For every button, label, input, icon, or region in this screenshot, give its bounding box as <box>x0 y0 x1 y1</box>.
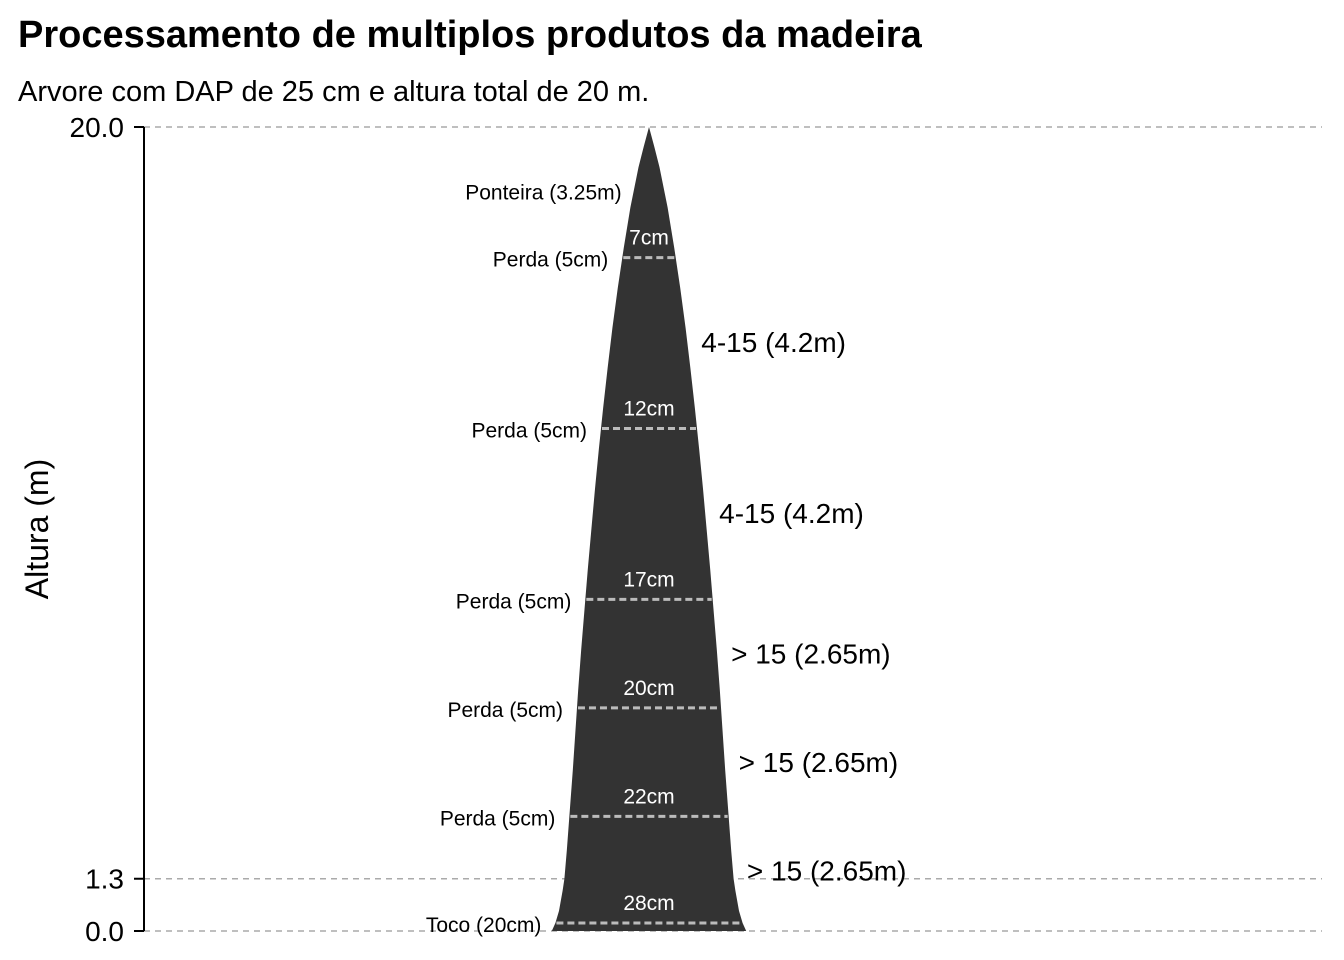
chart-subtitle: Arvore com DAP de 25 cm e altura total d… <box>18 76 650 108</box>
loss-label: Toco (20cm) <box>426 914 542 937</box>
product-label: > 15 (2.65m) <box>739 747 899 778</box>
diameter-label: 12cm <box>623 398 674 421</box>
y-axis: 0.0 1.3 20.0 Altura (m) <box>19 112 145 947</box>
y-tick-label: 1.3 <box>85 864 124 895</box>
product-label: > 15 (2.65m) <box>747 856 907 887</box>
loss-label: Perda (5cm) <box>447 699 563 722</box>
y-tick-label: 0.0 <box>85 916 124 947</box>
diameter-label: 7cm <box>629 227 669 250</box>
top-piece-label: Ponteira (3.25m) <box>465 181 621 204</box>
diameter-label: 22cm <box>623 785 674 808</box>
loss-label: Perda (5cm) <box>456 590 572 613</box>
diameter-label: 28cm <box>623 892 674 915</box>
loss-label: Perda (5cm) <box>471 420 587 443</box>
loss-label: Perda (5cm) <box>440 807 556 830</box>
diameter-label: 20cm <box>623 677 674 700</box>
product-label: 4-15 (4.2m) <box>719 498 864 529</box>
guide-lines <box>144 126 1322 932</box>
diameter-label: 17cm <box>623 568 674 591</box>
chart-title: Processamento de multiplos produtos da m… <box>18 14 922 56</box>
product-label: > 15 (2.65m) <box>731 639 891 670</box>
stem-profile <box>551 127 747 931</box>
cut-lines <box>556 256 742 925</box>
loss-label: Perda (5cm) <box>493 249 609 272</box>
product-label: 4-15 (4.2m) <box>701 327 846 358</box>
chart-labels: 28cm Toco (20cm) 22cm Perda (5cm) 20cm Perda … <box>426 181 907 937</box>
y-axis-title: Altura (m) <box>19 459 55 599</box>
y-tick-label: 20.0 <box>70 112 125 143</box>
